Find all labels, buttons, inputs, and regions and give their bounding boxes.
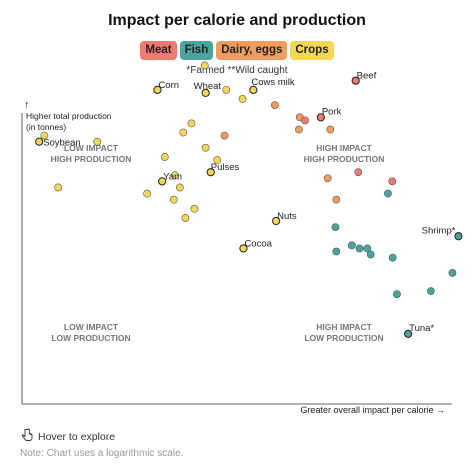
data-point-crops[interactable]: [143, 189, 152, 198]
data-point-meat[interactable]: [351, 76, 360, 85]
quadrant-label-3: HIGH IMPACT: [316, 322, 372, 332]
hover-hint-text: Hover to explore: [38, 430, 116, 443]
point-label: Pulses: [211, 162, 240, 173]
data-point-meat[interactable]: [388, 177, 397, 186]
data-point-crops[interactable]: [272, 216, 281, 226]
quadrant-label-1: HIGH IMPACT: [316, 143, 372, 153]
y-axis-arrow: ↑: [24, 99, 30, 111]
point-label: Beef: [357, 71, 377, 82]
data-point-dairy[interactable]: [295, 125, 303, 134]
legend-item-dairy[interactable]: Dairy, eggs: [216, 41, 288, 60]
point-label: Cocoa: [244, 238, 272, 249]
data-point-meat[interactable]: [354, 168, 363, 177]
footnote: Note: Chart uses a logarithmic scale.: [20, 448, 184, 459]
data-point-dairy[interactable]: [220, 131, 229, 140]
quadrant-label-0-line2: HIGH PRODUCTION: [51, 154, 132, 164]
data-point-fish[interactable]: [355, 244, 364, 253]
point-label: Yam: [163, 171, 182, 182]
data-point-fish[interactable]: [347, 241, 356, 250]
data-point-meat[interactable]: [316, 113, 325, 122]
legend-item-meat[interactable]: Meat: [140, 41, 177, 60]
data-point-dairy[interactable]: [326, 125, 335, 134]
quadrant-label-2: LOW IMPACT: [64, 322, 119, 332]
quadrant-label-3-line2: LOW PRODUCTION: [304, 333, 383, 343]
data-point-dairy[interactable]: [323, 174, 332, 183]
data-point-fish[interactable]: [448, 268, 457, 277]
data-point-crops[interactable]: [171, 171, 179, 180]
data-point-crops[interactable]: [206, 168, 215, 177]
data-point-fish[interactable]: [393, 290, 401, 299]
data-point-meat[interactable]: [301, 116, 309, 125]
data-point-fish[interactable]: [366, 250, 375, 259]
legend-item-crops[interactable]: Crops: [290, 41, 334, 60]
data-point-crops[interactable]: [201, 143, 210, 152]
data-point-crops[interactable]: [201, 88, 210, 98]
data-point-crops[interactable]: [175, 183, 184, 192]
data-point-fish[interactable]: [454, 232, 463, 241]
data-point-dairy[interactable]: [332, 195, 341, 204]
data-point-fish[interactable]: [331, 223, 340, 231]
data-point-fish[interactable]: [363, 244, 372, 253]
data-point-crops[interactable]: [35, 137, 44, 146]
legend-note: *Farmed **Wild caught: [186, 65, 288, 76]
legend: Meat Fish Dairy, eggs Crops: [0, 41, 474, 60]
y-axis-label: Higher total production: [26, 111, 112, 121]
point-label: Corn: [158, 80, 179, 91]
data-point-fish[interactable]: [388, 253, 397, 262]
quadrant-label-0: LOW IMPACT: [64, 143, 119, 153]
point-label: Cows milk: [251, 77, 295, 88]
data-point-crops[interactable]: [40, 131, 49, 140]
data-point-crops[interactable]: [239, 244, 248, 253]
point-label: Nuts: [277, 211, 297, 222]
point-label: Shrimp*: [422, 225, 456, 236]
data-point-crops[interactable]: [169, 195, 178, 204]
point-label: Soybean: [43, 138, 81, 149]
data-point-dairy[interactable]: [270, 101, 279, 109]
data-point-crops[interactable]: [213, 156, 222, 164]
point-label: Pork: [322, 106, 342, 117]
data-point-crops[interactable]: [160, 153, 169, 161]
data-point-crops[interactable]: [249, 85, 258, 94]
point-label: Tuna*: [409, 323, 434, 334]
data-point-crops[interactable]: [222, 85, 231, 94]
data-point-crops[interactable]: [54, 183, 63, 192]
data-point-crops[interactable]: [93, 137, 102, 146]
data-point-crops[interactable]: [181, 214, 190, 222]
data-point-crops[interactable]: [187, 119, 196, 128]
data-point-crops[interactable]: [153, 85, 162, 94]
chart-title: Impact per calorie and production: [108, 12, 366, 29]
legend-item-fish[interactable]: Fish: [179, 41, 214, 60]
data-point-crops[interactable]: [238, 95, 247, 103]
quadrant-label-1-line2: HIGH PRODUCTION: [304, 154, 385, 164]
quadrant-label-2-line2: LOW PRODUCTION: [51, 333, 130, 343]
data-point-crops[interactable]: [179, 128, 188, 137]
hover-hint: Hover to explore: [20, 428, 115, 445]
data-point-crops[interactable]: [158, 177, 167, 186]
point-label: Wheat: [194, 81, 222, 92]
data-point-fish[interactable]: [384, 189, 392, 198]
data-point-fish[interactable]: [404, 329, 413, 338]
data-point-fish[interactable]: [332, 247, 341, 256]
data-point-crops[interactable]: [190, 204, 199, 213]
x-axis-label: Greater overall impact per calorie →: [300, 405, 445, 415]
pointer-hand-icon: [20, 428, 34, 445]
data-point-fish[interactable]: [427, 287, 435, 296]
data-point-crops[interactable]: [200, 61, 209, 70]
y-axis-label-units: (in tonnes): [26, 122, 66, 132]
